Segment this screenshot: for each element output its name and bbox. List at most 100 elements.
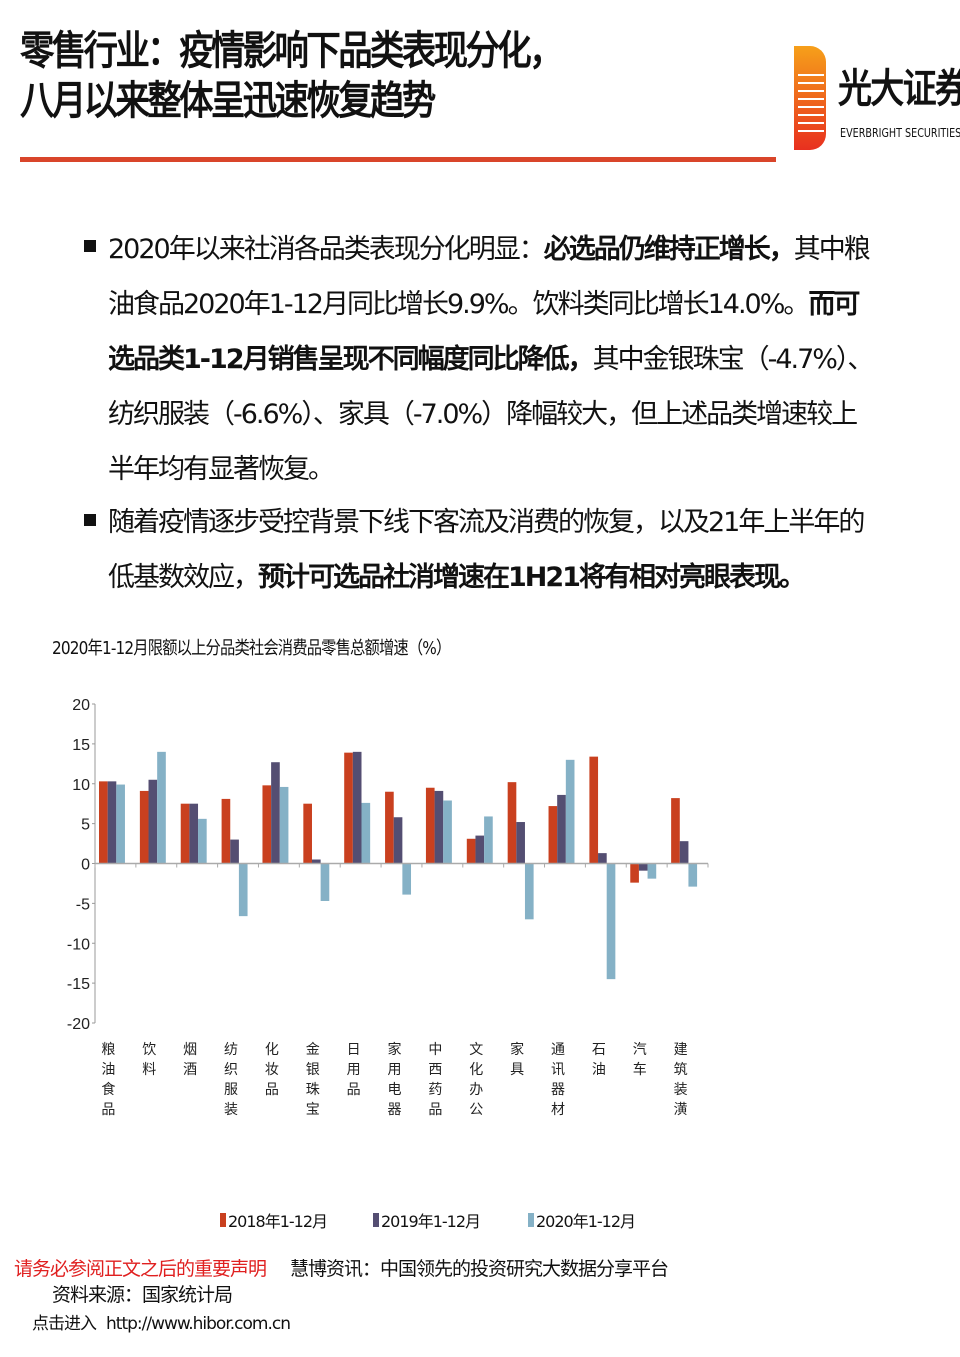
legend-item-2020: 2020年1-12月: [528, 1208, 636, 1232]
x-category-label: 饮料: [142, 1042, 157, 1078]
legend-label: 2018年1-12月: [228, 1212, 328, 1231]
bar: [548, 806, 558, 864]
bar: [139, 790, 149, 864]
bar: [221, 798, 231, 864]
data-source: 资料来源：国家统计局: [52, 1284, 233, 1306]
title-line-2: 八月以来整体呈迅速恢复趋势: [20, 78, 436, 124]
legend-swatch: [528, 1213, 534, 1227]
text: 随着疫情逐步受控背景下线下客流及消费的恢复，以及21年上半年的低基数效应，: [108, 507, 865, 593]
text: 其中粮油食品2020年1-12月同比增长9.9%。饮料类同比增长14.0%。: [108, 234, 871, 320]
bar: [647, 863, 657, 879]
x-category-label: 建筑装潢: [673, 1042, 688, 1118]
logo-en: EVERBRIGHT SECURITIES: [840, 126, 960, 140]
bar: [630, 863, 639, 883]
bar: [606, 863, 616, 980]
x-category-label: 文化办公: [469, 1042, 484, 1118]
y-tick-label: -20: [67, 1016, 90, 1033]
bar: [507, 782, 517, 864]
bar: [598, 853, 607, 864]
bar: [393, 817, 403, 864]
bar: [425, 787, 435, 864]
x-category-label: 中西药品: [428, 1042, 443, 1118]
chart-title: 2020年1-12月限额以上分品类社会消费品零售总额增速（%）: [52, 638, 451, 659]
bar: [557, 794, 566, 864]
y-tick-label: -15: [67, 976, 90, 993]
x-category-label: 汽车: [632, 1042, 647, 1078]
report-title: 零售行业：疫情影响下品类表现分化， 八月以来整体呈迅速恢复趋势: [20, 26, 564, 126]
bar: [116, 784, 125, 864]
hibor-link[interactable]: http://www.hibor.com.cn: [106, 1314, 291, 1334]
text-bold: 必选品仍维持正增长，: [543, 234, 796, 265]
x-category-label: 纺织服装: [224, 1042, 239, 1118]
bar: [638, 863, 648, 871]
disclaimer: 请务必参阅正文之后的重要声明: [14, 1258, 267, 1280]
bar: [352, 751, 362, 864]
bar: [434, 790, 444, 864]
everbright-logo: 光大证券 EVERBRIGHT SECURITIES: [794, 46, 960, 156]
bullet-paragraph-2: 随着疫情逐步受控背景下线下客流及消费的恢复，以及21年上半年的低基数效应，预计可…: [108, 495, 878, 605]
bar: [189, 803, 199, 864]
legend-swatch: [220, 1213, 226, 1227]
x-category-label: 日用品: [346, 1042, 361, 1098]
title-line-1: 零售行业：疫情影响下品类表现分化，: [20, 28, 564, 74]
y-tick-label: 15: [72, 737, 90, 754]
bar: [303, 803, 312, 864]
x-category-label: 粮油食品: [101, 1042, 116, 1118]
link-prefix: 点击进入: [32, 1314, 97, 1334]
bar: [466, 838, 476, 864]
bar: [361, 802, 371, 864]
bar: [320, 863, 330, 901]
logo-cn: 光大证券: [838, 66, 960, 112]
bar: [148, 779, 158, 864]
legend-label: 2020年1-12月: [536, 1212, 636, 1231]
bar: [671, 798, 680, 864]
hibor-slogan: 慧博资讯：中国领先的投资研究大数据分享平台: [290, 1258, 669, 1280]
y-tick-label: -5: [76, 896, 90, 913]
x-category-label: 烟酒: [183, 1042, 198, 1078]
bar: [516, 822, 525, 864]
bar: [198, 818, 207, 864]
bar: [688, 863, 698, 887]
bar: [484, 816, 493, 864]
bar: [99, 781, 108, 864]
text: 其中金银珠宝（-4.7%）、纺织服装（-6.6%）、家具（-7.0%）降幅较大，…: [108, 344, 874, 485]
x-category-label: 石油: [591, 1042, 606, 1078]
bar: [238, 863, 248, 917]
legend-swatch: [373, 1213, 379, 1227]
y-tick-label: 10: [72, 777, 90, 794]
text-bold: 预计可选品社消增速在1H21将有相对亮眼表现。: [258, 562, 806, 593]
x-category-label: 家具: [510, 1042, 525, 1078]
bar: [475, 835, 485, 864]
bar: [443, 800, 452, 864]
text-bold: 而可选品类1-12月销售呈现不同幅度同比降低，: [108, 289, 860, 375]
legend-label: 2019年1-12月: [381, 1212, 481, 1231]
y-tick-label: 0: [81, 857, 90, 874]
bar-chart: 20 15 10 5 0 -5 -10 -15 -20: [67, 697, 709, 1033]
legend-item-2018: 2018年1-12月: [220, 1208, 328, 1232]
logo-mark-icon: [794, 46, 826, 150]
bar: [180, 803, 190, 864]
bar: [344, 752, 353, 864]
text: 2020年以来社消各品类表现分化明显：: [108, 234, 546, 265]
x-category-label: 金银珠宝: [305, 1042, 320, 1118]
y-tick-label: 20: [72, 697, 90, 714]
y-tick-label: -10: [67, 936, 90, 953]
bar: [271, 762, 280, 864]
x-category-label: 通讯器材: [550, 1042, 565, 1118]
bar: [402, 863, 412, 895]
title-divider: [20, 157, 776, 162]
x-category-label: 化妆品: [264, 1042, 279, 1098]
bar: [107, 781, 117, 864]
x-category-label: 家用电器: [387, 1042, 402, 1118]
bar: [589, 756, 599, 864]
bar: [230, 839, 239, 864]
legend-item-2019: 2019年1-12月: [373, 1208, 481, 1232]
y-tick-label: 5: [81, 817, 90, 834]
bar: [157, 751, 166, 864]
bar: [565, 759, 575, 864]
bar: [311, 859, 321, 864]
bullet-paragraph-1: 2020年以来社消各品类表现分化明显：必选品仍维持正增长，其中粮油食品2020年…: [108, 222, 878, 497]
bar: [279, 786, 289, 864]
bar: [524, 863, 534, 920]
bar: [385, 791, 394, 864]
